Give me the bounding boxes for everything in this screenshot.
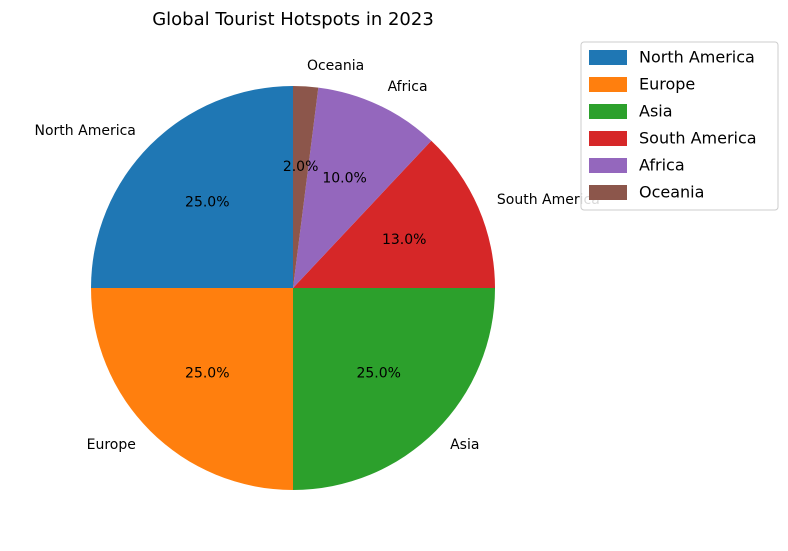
legend-label-africa: Africa — [639, 156, 685, 175]
category-labels: North America Europe Asia South America Afri… — [35, 58, 600, 453]
legend-swatch-europe — [589, 77, 627, 92]
legend-swatch-south-america — [589, 131, 627, 146]
slice-europe — [91, 288, 293, 490]
category-label-asia: Asia — [450, 437, 479, 453]
legend-swatch-africa — [589, 158, 627, 173]
percent-label-oceania: 2.0% — [283, 159, 319, 175]
legend-item-south-america: South America — [589, 129, 757, 148]
category-label-north-america: North America — [35, 123, 136, 139]
percent-label-asia: 25.0% — [356, 366, 400, 382]
legend-label-europe: Europe — [639, 75, 695, 94]
legend-item-asia: Asia — [589, 102, 673, 121]
percent-label-europe: 25.0% — [185, 366, 229, 382]
legend-label-north-america: North America — [639, 48, 755, 67]
percent-label-africa: 10.0% — [322, 170, 366, 186]
slice-africa — [293, 87, 432, 288]
legend: North America Europe Asia South America Afri… — [580, 41, 779, 211]
legend-label-asia: Asia — [639, 102, 673, 121]
percent-labels: 25.0% 25.0% 25.0% 13.0% 10.0%2.0% — [185, 159, 426, 382]
legend-swatch-north-america — [589, 50, 627, 65]
legend-item-europe: Europe — [589, 75, 695, 94]
category-label-south-america: South America — [497, 192, 600, 208]
percent-label-north-america: 25.0% — [185, 194, 229, 210]
legend-item-oceania: Oceania — [589, 183, 704, 202]
chart-title: Global Tourist Hotspots in 2023 — [152, 9, 434, 30]
category-label-oceania: Oceania — [307, 58, 364, 74]
slice-south-america — [293, 140, 495, 288]
legend-label-oceania: Oceania — [639, 183, 704, 202]
percent-label-south-america: 13.0% — [382, 232, 426, 248]
slice-asia — [293, 288, 495, 490]
legend-item-africa: Africa — [589, 156, 685, 175]
legend-item-north-america: North America — [589, 48, 755, 67]
slice-oceania — [293, 86, 319, 288]
pie-slices — [91, 86, 495, 490]
legend-swatch-oceania — [589, 185, 627, 200]
legend-frame — [580, 41, 779, 211]
legend-swatch-asia — [589, 104, 627, 119]
legend-label-south-america: South America — [639, 129, 757, 148]
slice-north-america — [91, 86, 293, 288]
category-label-africa: Africa — [388, 79, 428, 95]
category-label-europe: Europe — [87, 437, 136, 453]
